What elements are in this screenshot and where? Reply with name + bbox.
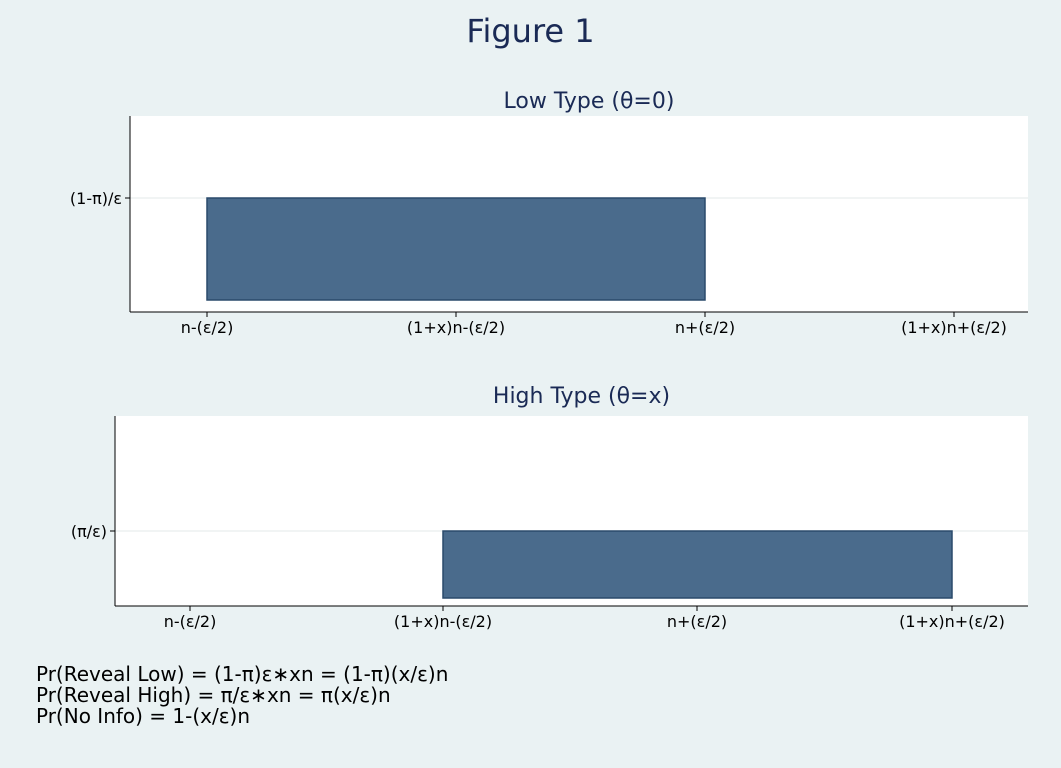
bar-low <box>206 197 706 301</box>
x-tick-label-low: (1+x)n-(ε/2) <box>407 318 505 337</box>
x-tick-label-low: n-(ε/2) <box>181 318 234 337</box>
note-reveal-low: Pr(Reveal Low) = (1-π)ε∗xn = (1-π)(x/ε)n <box>36 662 449 686</box>
probability-notes: Pr(Reveal Low) = (1-π)ε∗xn = (1-π)(x/ε)n… <box>36 664 448 727</box>
x-tick-label-high: (1+x)n-(ε/2) <box>394 612 492 631</box>
chart-high-type: High Type (θ=x) n-(ε/2) (1+x)n-(ε/2) n+(ε/2… <box>71 384 1028 631</box>
plot-title-high: High Type (θ=x) <box>493 384 670 409</box>
plot-title-low: Low Type (θ=0) <box>504 89 675 114</box>
note-reveal-high: Pr(Reveal High) = π/ε∗xn = π(x/ε)n <box>36 683 391 707</box>
figure-title: Figure 1 <box>466 12 595 50</box>
bar-high <box>442 530 953 599</box>
x-tick-label-low: n+(ε/2) <box>675 318 735 337</box>
y-tick-label-low: (1-π)/ε <box>70 189 122 208</box>
chart-low-type: Low Type (θ=0) n-(ε/2) (1+x)n-(ε/2) n+(ε/2)… <box>70 89 1028 337</box>
note-no-info: Pr(No Info) = 1-(x/ε)n <box>36 704 251 728</box>
x-tick-label-high: n-(ε/2) <box>164 612 217 631</box>
x-tick-label-high: (1+x)n+(ε/2) <box>899 612 1005 631</box>
y-tick-label-high: (π/ε) <box>71 522 107 541</box>
x-tick-label-high: n+(ε/2) <box>667 612 727 631</box>
x-tick-label-low: (1+x)n+(ε/2) <box>901 318 1007 337</box>
